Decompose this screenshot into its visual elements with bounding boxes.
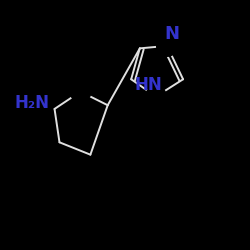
Text: N: N xyxy=(164,24,180,42)
Circle shape xyxy=(70,81,91,102)
Text: H₂N: H₂N xyxy=(14,94,50,112)
Circle shape xyxy=(157,36,178,56)
Text: HN: HN xyxy=(134,76,162,94)
Circle shape xyxy=(146,86,166,107)
